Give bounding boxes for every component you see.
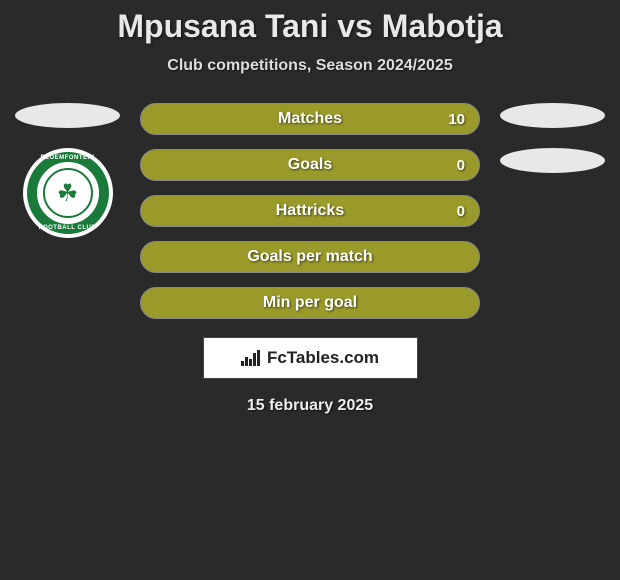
site-attribution: FcTables.com (203, 337, 418, 379)
player-ellipse-left (15, 103, 120, 128)
stat-label: Min per goal (263, 294, 357, 312)
stat-label: Hattricks (276, 202, 344, 220)
stat-bars: Matches 10 Goals 0 Hattricks 0 Goals per match… (140, 103, 480, 319)
content-row: BLOEMFONTEIN ☘ FOOTBALL CLUB Matches 10 Go… (0, 103, 620, 319)
badge-ring (27, 152, 109, 234)
date-label: 15 february 2025 (0, 397, 620, 415)
stat-bar: Matches 10 (140, 103, 480, 135)
stat-value: 0 (457, 203, 465, 220)
site-label: FcTables.com (267, 348, 379, 368)
stat-bar: Hattricks 0 (140, 195, 480, 227)
badge-text-top: BLOEMFONTEIN (41, 155, 95, 161)
club-ellipse-right (500, 148, 605, 173)
page-subtitle: Club competitions, Season 2024/2025 (0, 57, 620, 75)
club-badge-left: BLOEMFONTEIN ☘ FOOTBALL CLUB (23, 148, 113, 238)
player-ellipse-right (500, 103, 605, 128)
stat-bar: Goals 0 (140, 149, 480, 181)
site-bars-icon (241, 350, 261, 366)
stats-card: Mpusana Tani vs Mabotja Club competition… (0, 0, 620, 415)
stat-label: Goals (288, 156, 332, 174)
stat-value: 10 (448, 111, 465, 128)
badge-text-bottom: FOOTBALL CLUB (39, 225, 96, 231)
stat-label: Matches (278, 110, 342, 128)
page-title: Mpusana Tani vs Mabotja (0, 8, 620, 45)
right-column (500, 103, 605, 173)
stat-label: Goals per match (247, 248, 372, 266)
stat-bar: Min per goal (140, 287, 480, 319)
left-column: BLOEMFONTEIN ☘ FOOTBALL CLUB (15, 103, 120, 238)
stat-bar: Goals per match (140, 241, 480, 273)
stat-value: 0 (457, 157, 465, 174)
